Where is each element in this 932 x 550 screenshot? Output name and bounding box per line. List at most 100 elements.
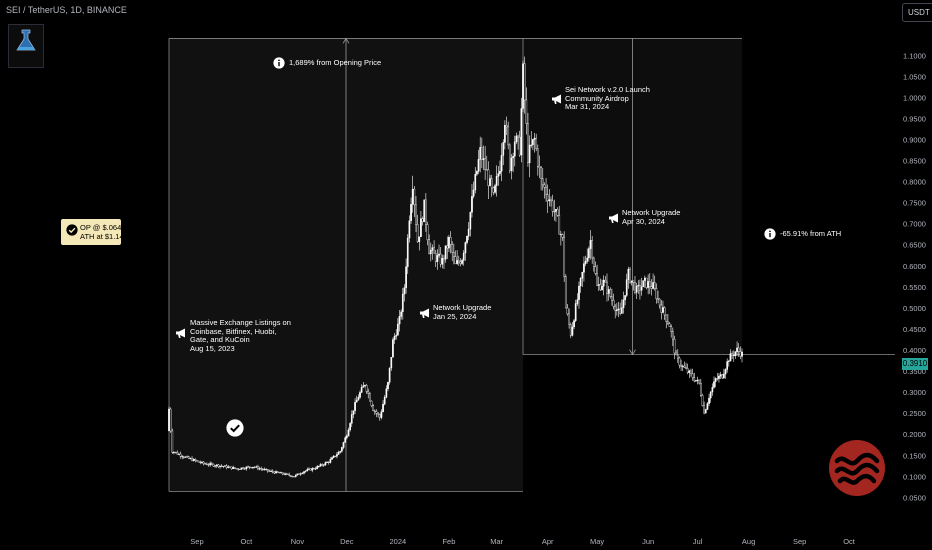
candle bbox=[439, 246, 442, 268]
candle bbox=[686, 363, 689, 375]
price-tick-label: 0.4500 bbox=[903, 325, 926, 334]
candle bbox=[383, 395, 386, 406]
candle bbox=[472, 181, 475, 199]
currency-button[interactable]: USDT bbox=[902, 3, 932, 22]
candle bbox=[296, 473, 299, 476]
candle bbox=[489, 174, 491, 187]
candle bbox=[576, 293, 579, 306]
candle bbox=[234, 467, 236, 470]
candle bbox=[201, 461, 203, 464]
candle bbox=[461, 258, 463, 266]
candle bbox=[453, 243, 455, 265]
candle bbox=[581, 271, 584, 287]
candle bbox=[671, 327, 674, 347]
candle bbox=[214, 464, 216, 468]
candle bbox=[606, 273, 608, 302]
candle bbox=[731, 351, 733, 360]
candle bbox=[415, 196, 417, 232]
time-tick-label: Feb bbox=[442, 537, 455, 546]
price-tick-label: 0.8000 bbox=[903, 178, 926, 187]
candle bbox=[629, 266, 631, 284]
candle bbox=[482, 145, 485, 171]
candle bbox=[647, 274, 649, 295]
candle bbox=[644, 275, 646, 288]
candle bbox=[729, 349, 732, 362]
network-jan-line-2: Jan 25, 2024 bbox=[433, 311, 477, 321]
candle bbox=[739, 346, 742, 360]
candle bbox=[291, 475, 294, 478]
candle bbox=[586, 248, 589, 264]
candle bbox=[266, 469, 269, 473]
candle bbox=[304, 470, 307, 473]
symbol-header: SEI / TetherUS, 1D, BINANCE bbox=[6, 5, 127, 15]
candle bbox=[362, 381, 365, 388]
candle bbox=[459, 258, 462, 267]
candle bbox=[192, 458, 195, 462]
megaphone-icon bbox=[176, 328, 185, 338]
candle bbox=[617, 301, 620, 318]
candle bbox=[724, 368, 727, 379]
candle bbox=[403, 284, 406, 302]
candle bbox=[425, 193, 427, 232]
candle bbox=[584, 255, 587, 267]
candle bbox=[601, 279, 603, 291]
candle bbox=[517, 134, 519, 150]
candle bbox=[609, 287, 612, 299]
candle bbox=[429, 242, 432, 262]
candle bbox=[243, 467, 246, 470]
price-tick-label: 1.1000 bbox=[903, 51, 926, 60]
candle bbox=[345, 434, 348, 440]
candle bbox=[354, 398, 356, 415]
candle bbox=[420, 210, 422, 238]
price-tick-label: 1.0500 bbox=[903, 72, 926, 81]
time-axis[interactable]: Sep Oct Nov Dec 2024 Feb Mar Apr May Jun Jul Aug Sep… bbox=[190, 537, 855, 546]
candle bbox=[545, 178, 547, 202]
candle bbox=[637, 280, 640, 294]
candle bbox=[655, 283, 658, 304]
candle bbox=[510, 154, 513, 180]
candle bbox=[480, 137, 483, 169]
candle bbox=[212, 463, 215, 467]
price-tick-label: 0.3000 bbox=[903, 388, 926, 397]
candle bbox=[527, 112, 529, 167]
time-tick-label: Dec bbox=[340, 537, 354, 546]
candle bbox=[316, 464, 319, 470]
candle bbox=[324, 461, 327, 467]
listings-line-1: Massive Exchange Listings on bbox=[190, 318, 291, 327]
candle bbox=[360, 384, 363, 394]
sei-v2-annotation: Sei Network v.2.0 Launch Community Airdr… bbox=[551, 85, 650, 113]
candle bbox=[350, 410, 353, 428]
price-tick-label: 0.9500 bbox=[903, 114, 926, 123]
candle bbox=[532, 139, 534, 151]
candle bbox=[257, 464, 259, 471]
candle bbox=[210, 461, 213, 466]
candle bbox=[718, 372, 720, 383]
candle bbox=[574, 299, 577, 323]
network-apr-line-2: Apr 30, 2024 bbox=[622, 216, 665, 226]
candle bbox=[191, 456, 193, 462]
candle bbox=[375, 409, 378, 418]
candle bbox=[469, 211, 472, 237]
price-axis[interactable]: 1.1000 1.0500 1.0000 0.9500 0.9000 0.8500 0.80… bbox=[903, 51, 926, 502]
candle bbox=[564, 274, 567, 309]
candle bbox=[286, 473, 289, 475]
candle bbox=[281, 472, 284, 476]
candle bbox=[229, 466, 231, 468]
candle bbox=[220, 464, 223, 468]
candle bbox=[553, 199, 556, 221]
candle bbox=[508, 143, 511, 174]
price-tick-label: 0.1500 bbox=[903, 451, 926, 460]
candle bbox=[611, 288, 613, 306]
candle bbox=[433, 240, 435, 254]
candle bbox=[497, 166, 500, 186]
sei-v2-line-1: Sei Network v.2.0 Launch bbox=[565, 85, 650, 94]
opening-price-line: OP @ $.0640 bbox=[80, 223, 126, 232]
price-tick-label: 0.1000 bbox=[903, 472, 926, 481]
price-tick-label: 0.4000 bbox=[903, 346, 926, 355]
candle bbox=[168, 406, 170, 432]
candle bbox=[540, 165, 542, 191]
candle bbox=[194, 458, 197, 463]
candle bbox=[179, 451, 182, 459]
candle bbox=[561, 233, 564, 241]
